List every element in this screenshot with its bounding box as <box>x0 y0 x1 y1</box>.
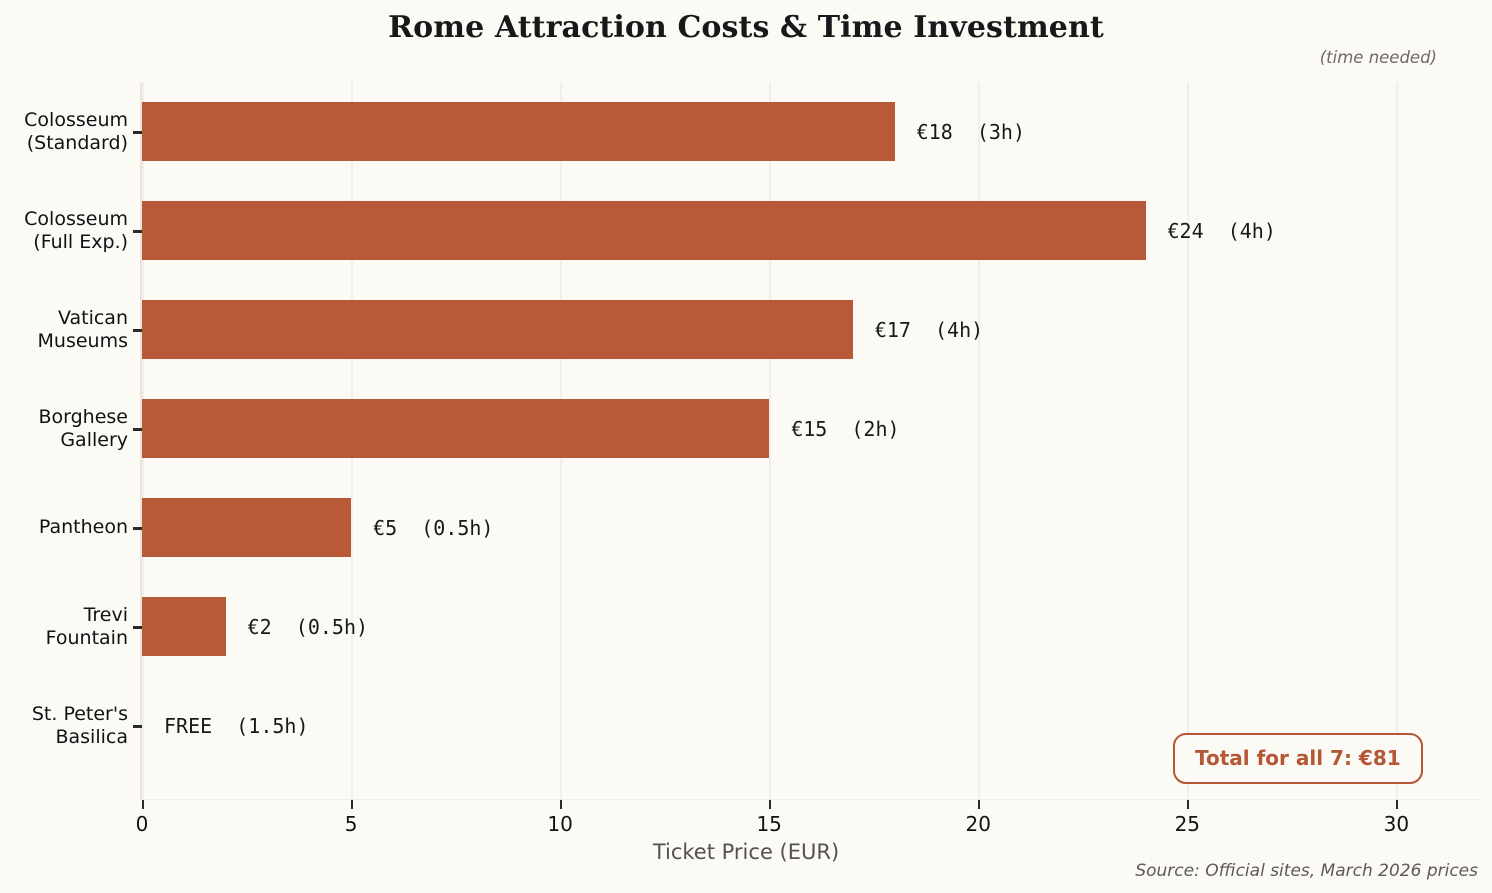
x-axis-spine <box>142 799 1480 800</box>
y-axis-tick-label: Colosseum (Standard) <box>24 108 128 154</box>
x-axis-tick-label: 25 <box>1174 812 1201 836</box>
x-axis-tick-label: 20 <box>965 812 991 836</box>
y-axis-tick-label: Colosseum (Full Exp.) <box>24 207 128 253</box>
bar[interactable] <box>142 597 226 656</box>
y-axis-tick-mark <box>133 328 142 332</box>
y-axis-tick-label: Trevi Fountain <box>45 603 128 649</box>
plot-area: €18 (3h) €24 (4h) €17 (4h) €15 (2h) €5 (0.5h… <box>142 82 1480 800</box>
bar-value-label: €15 (2h) <box>791 416 900 441</box>
y-axis-tick-mark <box>133 625 142 629</box>
y-axis-tick-mark <box>133 526 142 530</box>
y-axis-tick-mark <box>133 724 142 728</box>
x-axis-tick-mark <box>1396 800 1399 809</box>
bar-row[interactable]: €24 (4h) <box>142 181 1480 280</box>
y-axis-spine <box>140 82 142 800</box>
bar[interactable] <box>142 399 770 458</box>
bar-value-label: FREE (1.5h) <box>164 713 309 738</box>
y-axis-tick-mark <box>133 229 142 233</box>
x-axis-tick-mark <box>351 800 354 809</box>
x-axis-tick-label: 10 <box>547 812 573 836</box>
x-axis-tick-mark <box>142 800 144 809</box>
y-axis-tick-label: Vatican Museums <box>37 306 128 352</box>
bar-row[interactable]: €2 (0.5h) <box>142 577 1480 676</box>
gridline <box>1396 82 1399 800</box>
source-note: Source: Official sites, March 2026 price… <box>1135 861 1478 881</box>
y-axis-tick-mark <box>133 130 142 134</box>
total-cost-badge: Total for all 7: €81 <box>1173 733 1423 784</box>
bar-row[interactable]: €5 (0.5h) <box>142 478 1480 577</box>
bar-value-label: €18 (3h) <box>916 119 1025 144</box>
x-axis-tick-label: 15 <box>756 812 782 836</box>
x-axis-label: Ticket Price (EUR) <box>652 840 840 864</box>
chart-title: Rome Attraction Costs & Time Investment <box>388 10 1104 45</box>
y-axis-tick-mark <box>133 427 142 431</box>
bar[interactable] <box>142 498 352 557</box>
bar-value-label: €5 (0.5h) <box>373 515 494 540</box>
y-axis-tick-label: St. Peter's Basilica <box>31 702 128 748</box>
x-axis-tick-label: 30 <box>1383 812 1410 836</box>
bar-row[interactable]: €17 (4h) <box>142 280 1480 379</box>
gridline <box>1187 82 1190 800</box>
bar-row[interactable]: €15 (2h) <box>142 379 1480 478</box>
bar-row[interactable]: €18 (3h) <box>142 82 1480 181</box>
bar-row[interactable]: FREE (1.5h) <box>142 676 1480 775</box>
y-axis-tick-label: Pantheon <box>38 516 128 538</box>
x-axis-tick-mark <box>560 800 563 809</box>
x-axis-tick-label: 5 <box>344 812 358 836</box>
bar[interactable] <box>142 300 853 359</box>
bar-value-label: €17 (4h) <box>874 317 984 342</box>
x-axis-tick-mark <box>769 800 772 809</box>
bar-value-label: €2 (0.5h) <box>247 614 369 639</box>
bar[interactable] <box>142 201 1146 260</box>
x-axis-tick-mark <box>1187 800 1190 809</box>
chart-subtitle: (time needed) <box>1319 48 1437 67</box>
y-axis-tick-label: Borghese Gallery <box>38 405 128 451</box>
gridline <box>978 82 981 800</box>
gridline <box>769 82 772 800</box>
bar[interactable] <box>142 102 895 161</box>
bar-value-label: €24 (4h) <box>1167 218 1276 243</box>
x-axis-tick-label: 0 <box>135 812 149 836</box>
x-axis-tick-mark <box>978 800 981 809</box>
